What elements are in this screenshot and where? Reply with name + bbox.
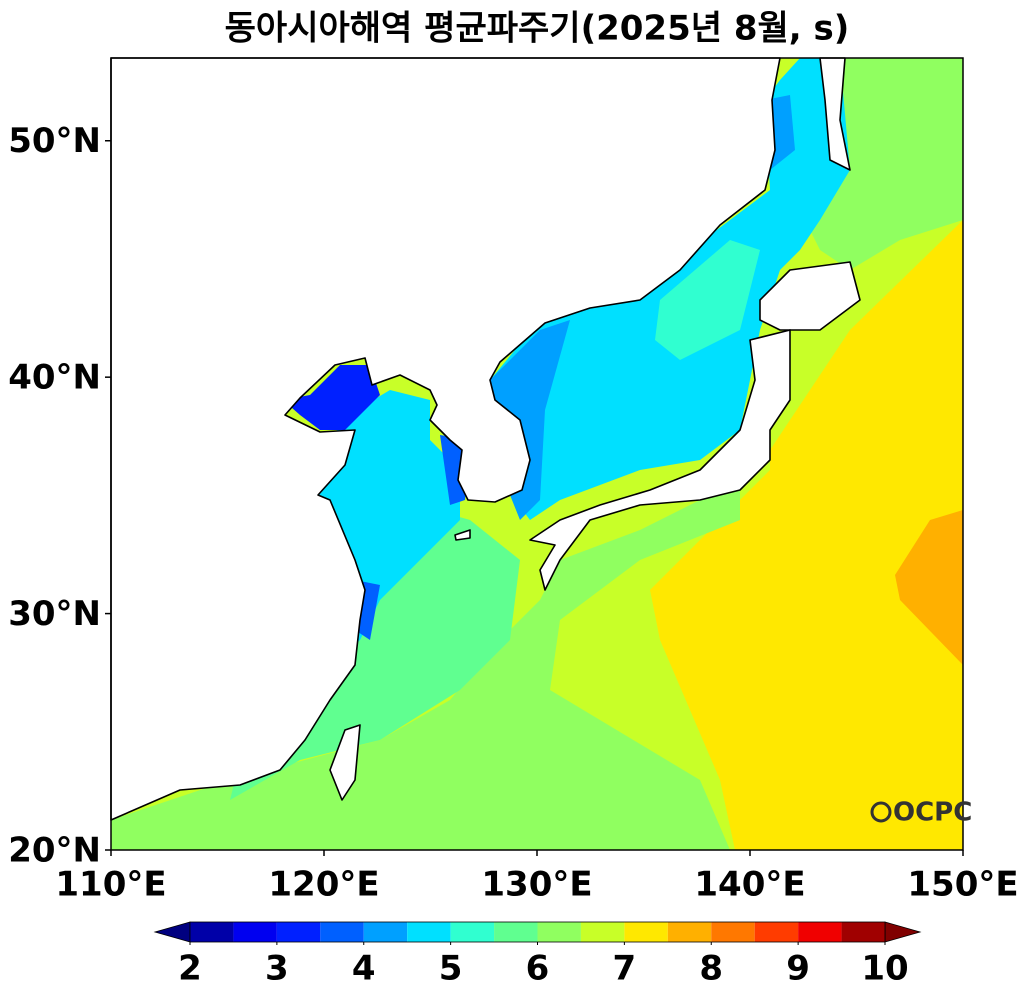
colorbar-segment: [624, 922, 668, 942]
colorbar-over: [884, 921, 922, 943]
colorbar-tick-label: 6: [526, 949, 550, 989]
x-tick-label: 120°E: [268, 865, 379, 905]
y-tick-label: 30°N: [8, 594, 101, 634]
taiwan: [329, 724, 361, 801]
y-tick-label: 40°N: [8, 358, 101, 398]
colorbar-tick-label: 4: [352, 949, 376, 989]
colorbar-segment: [190, 922, 234, 942]
x-tick-label: 150°E: [907, 865, 1018, 905]
honshu: [529, 329, 791, 591]
colorbar-tick-label: 3: [265, 949, 289, 989]
x-tick-label: 110°E: [55, 865, 166, 905]
jeju: [454, 529, 471, 541]
logo-text: OCPC: [893, 798, 972, 828]
mainland: [110, 57, 781, 821]
land: [110, 57, 861, 821]
colorbar-segment: [450, 922, 495, 942]
x-tick-label: 130°E: [481, 865, 592, 905]
colorbar-segment: [754, 922, 799, 942]
colorbar-segment: [798, 922, 842, 942]
colorbar-segment: [320, 922, 364, 942]
colorbar-tick-label: 7: [613, 949, 637, 989]
colorbar-segment: [233, 922, 277, 942]
hokkaido: [759, 261, 861, 331]
field-region: [895, 510, 963, 665]
field-region: [490, 58, 850, 520]
field-region: [655, 240, 760, 360]
colorbar-segment: [667, 922, 712, 942]
field-region: [650, 220, 963, 850]
logo: OCPC: [870, 798, 972, 828]
colorbar-under: [153, 921, 191, 943]
colorbar-segment: [407, 922, 451, 942]
colorbar-segment: [494, 922, 538, 942]
colorbar-segment: [580, 922, 625, 942]
x-tick-label: 140°E: [694, 865, 805, 905]
field-region: [111, 490, 740, 850]
colorbar-tick-label: 8: [699, 949, 723, 989]
colorbar-segment: [841, 922, 885, 942]
colorbar-segment: [363, 922, 408, 942]
colorbar-segment: [711, 922, 755, 942]
colorbar-tick-label: 2: [178, 949, 202, 989]
colorbar-segment: [276, 922, 321, 942]
y-tick-label: 50°N: [8, 121, 101, 161]
logo-icon: [870, 801, 892, 823]
field-region: [283, 365, 380, 430]
colorbar-tick-label: 5: [439, 949, 463, 989]
colorbar-tick-label: 10: [861, 949, 908, 989]
colorbar-tick-label: 9: [786, 949, 810, 989]
colorbar-segment: [537, 922, 581, 942]
map-title: 동아시아해역 평균파주기(2025년 8월, s): [225, 9, 850, 49]
y-tick-label: 20°N: [8, 831, 101, 871]
